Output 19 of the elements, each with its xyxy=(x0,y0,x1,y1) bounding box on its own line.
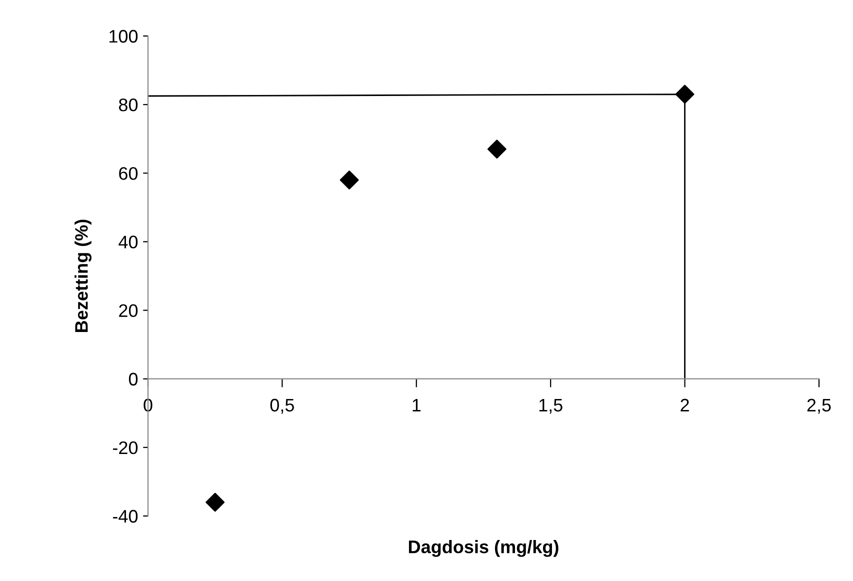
x-tick-label: 0,5 xyxy=(270,398,294,414)
point xyxy=(675,84,694,104)
y-tick-label: 0 xyxy=(128,372,138,386)
x-tick-label: 1 xyxy=(412,398,421,412)
y-axis-title: Bezetting (%) xyxy=(74,220,92,332)
x-tick-label: 1,5 xyxy=(539,398,562,414)
y-tick-label: 100 xyxy=(110,30,138,43)
x-tick-label: 2,5 xyxy=(807,398,831,414)
point xyxy=(340,170,359,190)
y-tick-label: 80 xyxy=(118,98,138,112)
point xyxy=(206,492,225,512)
x-tick-label: 2 xyxy=(680,398,689,412)
x-axis-title: Dagdosis (mg/kg) xyxy=(408,540,558,557)
y-tick-label: 20 xyxy=(119,304,138,318)
y-tick-label: -20 xyxy=(112,441,138,454)
point xyxy=(487,140,506,159)
y-tick-label: 60 xyxy=(119,167,138,180)
y-tick-label: -40 xyxy=(112,510,138,523)
y-tick-label: 40 xyxy=(118,236,138,248)
